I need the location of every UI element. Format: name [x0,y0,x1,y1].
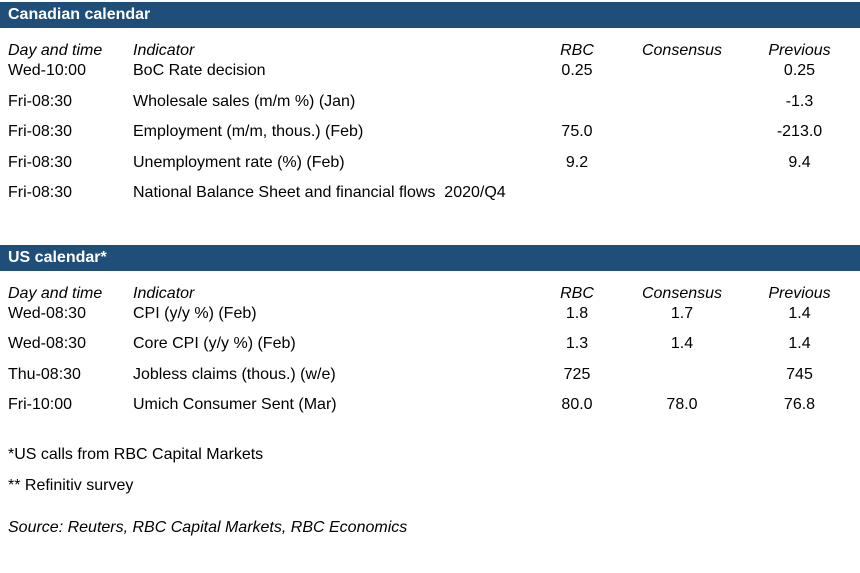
column-header-rbc: RBC [560,42,594,59]
cell-day-time: Fri-08:30 [8,153,73,171]
column-header-previous: Previous [768,284,831,302]
column-header-day-and-time: Day and time [8,42,103,59]
column-header-previous: Previous [768,42,831,59]
footnote-refinitiv: ** Refinitiv survey [8,476,134,494]
canadian-calendar-section-header: Canadian calendar [0,2,860,28]
cell-rbc: 9.2 [565,153,589,171]
table-row: Wed-10:00 BoC Rate decision 0.25 0.25 [0,56,860,87]
column-header-consensus: Consensus [641,284,723,302]
cell-day-time: Wed-08:30 [8,304,86,322]
cell-previous: 76.8 [783,396,816,414]
cell-rbc: 1.3 [565,335,589,353]
cell-indicator: Umich Consumer Sent (Mar) [133,396,337,414]
cell-previous: 1.4 [788,335,811,353]
cell-rbc: 725 [563,365,591,383]
column-header-indicator: Indicator [133,284,195,302]
cell-previous: 9.4 [788,153,811,171]
cell-consensus: 78.0 [666,396,698,414]
section-title: Canadian calendar [8,6,151,23]
table-row: Fri-08:30 Unemployment rate (%) (Feb) 9.… [0,148,860,179]
cell-consensus: 1.4 [670,335,694,353]
table-row: Wed-08:30 CPI (y/y %) (Feb) 1.8 1.7 1.4 [0,299,860,330]
table-row: Thu-08:30 Jobless claims (thous.) (w/e) … [0,360,860,391]
cell-indicator: Jobless claims (thous.) (w/e) [133,365,336,383]
cell-previous: 745 [786,365,813,383]
cell-rbc: 1.8 [565,304,589,322]
canadian-table-rows: Wed-10:00 BoC Rate decision 0.25 0.25 Fr… [0,56,860,209]
source-attribution: Source: Reuters, RBC Capital Markets, RB… [8,518,408,536]
cell-day-time: Wed-08:30 [8,335,86,353]
cell-indicator: BoC Rate decision [133,62,266,80]
table-row: Fri-08:30 National Balance Sheet and fin… [0,178,860,209]
cell-indicator: Unemployment rate (%) (Feb) [133,153,345,171]
column-header-day-and-time: Day and time [8,284,103,302]
canadian-column-header-row: Day and time Indicator RBC Consensus Pre… [0,28,860,59]
cell-consensus: 1.7 [670,304,694,322]
cell-day-time: Fri-10:00 [8,396,73,414]
cell-rbc: 75.0 [561,123,593,141]
us-calendar-section-header: US calendar* [0,244,860,271]
table-row: Wed-08:30 Core CPI (y/y %) (Feb) 1.3 1.4… [0,329,860,360]
footnote-us-calls: *US calls from RBC Capital Markets [8,445,264,463]
cell-day-time: Fri-08:30 [8,184,73,202]
cell-previous: -213.0 [776,123,823,141]
column-header-indicator: Indicator [133,42,195,59]
cell-indicator: National Balance Sheet and financial flo… [133,184,506,202]
cell-day-time: Fri-08:30 [8,92,73,110]
cell-day-time: Thu-08:30 [8,365,81,383]
table-row: Fri-10:00 Umich Consumer Sent (Mar) 80.0… [0,390,860,421]
cell-indicator: Core CPI (y/y %) (Feb) [133,335,296,353]
cell-previous: 1.4 [788,304,811,322]
table-row: Fri-08:30 Employment (m/m, thous.) (Feb)… [0,117,860,148]
us-column-header-row: Day and time Indicator RBC Consensus Pre… [0,271,860,301]
cell-rbc: 80.0 [561,396,593,414]
cell-previous: 0.25 [783,62,816,80]
cell-day-time: Fri-08:30 [8,123,73,141]
cell-indicator: Wholesale sales (m/m %) (Jan) [133,92,356,110]
cell-indicator: Employment (m/m, thous.) (Feb) [133,123,364,141]
table-row: Fri-08:30 Wholesale sales (m/m %) (Jan) … [0,87,860,118]
cell-rbc: 0.25 [561,62,593,80]
cell-indicator: CPI (y/y %) (Feb) [133,304,257,322]
column-header-consensus: Consensus [641,42,723,59]
cell-previous: -1.3 [785,92,814,110]
section-title: US calendar* [8,248,107,266]
cell-day-time: Wed-10:00 [8,62,86,80]
us-table-rows: Wed-08:30 CPI (y/y %) (Feb) 1.8 1.7 1.4 … [0,299,860,421]
column-header-rbc: RBC [560,284,594,302]
